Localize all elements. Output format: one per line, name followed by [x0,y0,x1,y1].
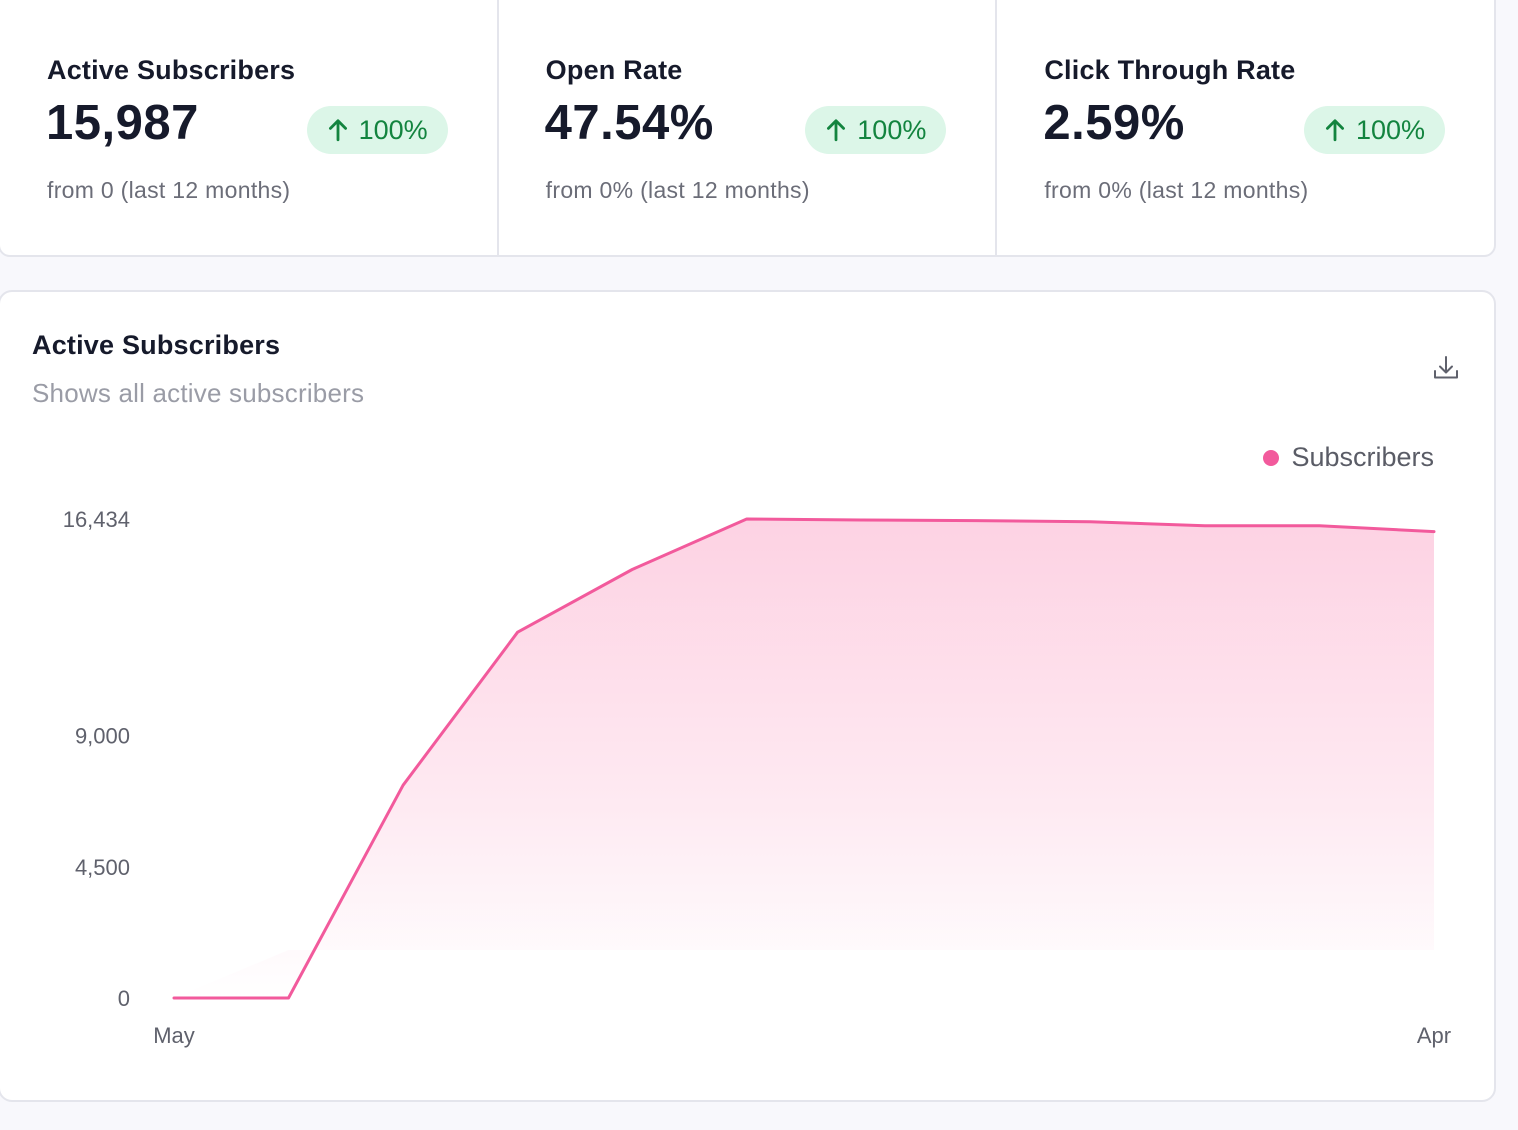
legend-swatch [1263,449,1280,466]
change-badge: 100% [805,106,947,154]
chart-card: Active Subscribers Shows all active subs… [0,290,1496,1102]
change-value: 100% [358,114,428,145]
stat-card-click-through-rate: Click Through Rate 2.59% 100% from 0% (l… [997,0,1494,255]
y-tick-label: 16,434 [63,507,130,532]
x-tick-label: Apr [1417,1023,1451,1048]
stat-card-active-subscribers: Active Subscribers 15,987 100% from 0 (l… [0,0,499,255]
chart-title: Active Subscribers [32,330,281,360]
y-tick-label: 0 [118,986,130,1011]
data-point-oct[interactable] [741,513,753,525]
data-point-nov[interactable] [855,514,867,526]
stat-label: Open Rate [545,55,683,85]
stat-value: 47.54% [544,96,714,150]
arrow-up-icon [827,119,846,142]
data-point-dec[interactable] [970,515,982,527]
change-value: 100% [1355,114,1426,145]
data-point-jan[interactable] [1084,516,1096,528]
arrow-up-icon [328,119,347,142]
download-button[interactable] [1428,350,1464,386]
download-icon [1434,356,1458,379]
data-point-mar[interactable] [1313,520,1325,532]
data-point-feb[interactable] [1199,520,1211,532]
stat-card-open-rate: Open Rate 47.54% 100% from 0% (last 12 m… [499,0,998,255]
chart-subtitle: Shows all active subscribers [32,378,365,408]
data-point-aug[interactable] [512,626,524,638]
x-tick-label: May [153,1023,195,1048]
stats-row: Active Subscribers 15,987 100% from 0 (l… [0,0,1496,257]
data-point-may[interactable] [168,992,180,1004]
chart-legend: Subscribers [1263,442,1434,473]
data-point-apr[interactable] [1428,526,1440,538]
stat-subtext: from 0% (last 12 months) [1044,177,1309,203]
data-point-jun[interactable] [283,992,295,1004]
data-point-jul[interactable] [397,779,409,791]
stat-subtext: from 0 (last 12 months) [47,177,291,203]
change-badge: 100% [306,106,448,154]
stat-subtext: from 0% (last 12 months) [545,177,810,203]
y-tick-label: 9,000 [75,724,130,749]
subscribers-area [174,519,1434,998]
area-chart: 0 4,500 9,000 16,434 May Apr [63,507,1451,1048]
y-tick-label: 4,500 [75,855,130,880]
stat-value: 2.59% [1043,96,1185,150]
arrow-up-icon [1325,119,1344,142]
subscribers-line [172,517,1436,1000]
stat-label: Click Through Rate [1044,55,1296,85]
legend-label: Subscribers [1291,442,1434,472]
change-badge: 100% [1303,106,1446,154]
stat-value: 15,987 [46,96,199,150]
stat-label: Active Subscribers [47,55,296,85]
change-value: 100% [857,114,927,145]
data-point-sep[interactable] [626,564,638,576]
